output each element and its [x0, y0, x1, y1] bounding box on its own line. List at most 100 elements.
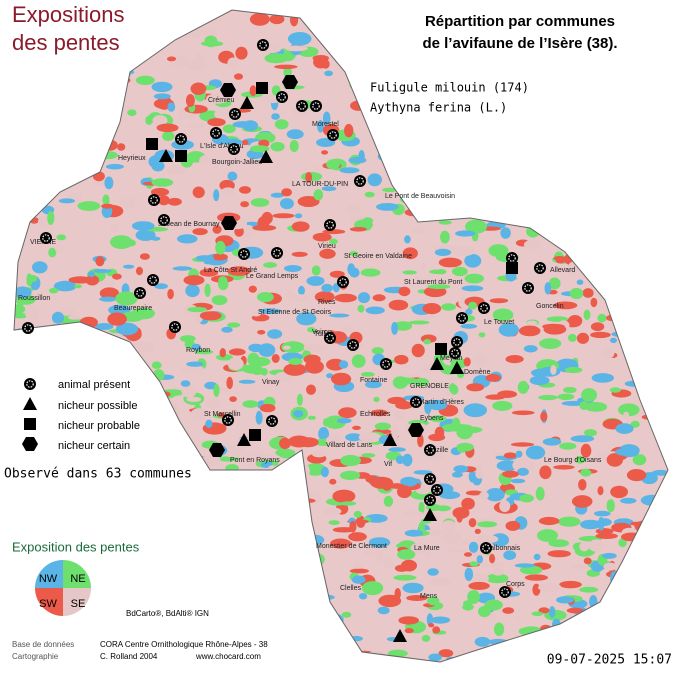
slope-patch: [60, 73, 67, 83]
slope-patch: [59, 525, 74, 531]
slope-patch: [301, 665, 317, 672]
credit: www.chocard.com: [195, 652, 261, 661]
slope-patch: [68, 110, 90, 119]
slope-patch: [614, 603, 638, 608]
slope-patch: [399, 287, 411, 297]
slope-patch: [423, 54, 446, 64]
slope-patch: [102, 493, 122, 506]
marker-present: [134, 287, 146, 299]
slope-patch: [175, 533, 198, 538]
slope-patch: [183, 27, 205, 38]
slope-patch: [664, 144, 675, 154]
slope-patch: [478, 606, 491, 617]
slope-patch: [205, 420, 212, 428]
slope-patch: [170, 435, 177, 443]
slope-patch: [362, 68, 382, 76]
slope-patch: [213, 189, 219, 201]
slope-patch: [38, 136, 55, 144]
slope-patch: [59, 174, 78, 185]
slope-patch: [225, 464, 239, 473]
slope-patch: [297, 394, 303, 406]
slope-patch: [511, 479, 526, 484]
slope-patch: [110, 224, 119, 233]
slope-patch: [511, 442, 534, 446]
slope-patch: [494, 623, 504, 637]
slope-patch: [419, 62, 434, 73]
slope-patch: [290, 140, 299, 152]
slope-patch: [519, 326, 541, 337]
slope-patch: [381, 50, 391, 59]
slope-patch: [508, 67, 522, 72]
slope-patch: [507, 105, 520, 115]
slope-patch: [190, 536, 200, 543]
marker-present: [257, 39, 269, 51]
slope-patch: [646, 219, 660, 227]
slope-patch: [340, 167, 360, 173]
slope-patch: [635, 333, 657, 338]
slope-patch: [362, 16, 385, 26]
slope-patch: [446, 139, 462, 152]
slope-patch: [264, 599, 279, 605]
slope-patch: [588, 128, 611, 133]
slope-patch: [534, 136, 558, 148]
slope-patch: [507, 192, 527, 203]
slope-patch: [643, 309, 667, 320]
slope-patch: [32, 261, 48, 273]
slope-patch: [122, 52, 136, 57]
slope-patch: [394, 411, 405, 421]
slope-patch: [591, 298, 598, 307]
slope-patch: [509, 202, 522, 207]
slope-patch: [281, 188, 292, 196]
slope-patch: [397, 663, 410, 672]
slope-patch: [598, 150, 606, 163]
slope-patch: [372, 347, 384, 354]
slope-patch: [0, 143, 16, 155]
slope-patch: [292, 252, 308, 257]
slope-patch: [112, 364, 120, 377]
marker-present: [522, 282, 534, 294]
slope-patch: [24, 113, 37, 123]
slope-patch: [157, 485, 179, 493]
slope-patch: [177, 234, 198, 243]
slope-patch: [424, 210, 438, 219]
slope-patch: [539, 466, 551, 480]
slope-patch: [407, 0, 418, 10]
slope-patch: [59, 335, 74, 342]
slope-patch: [88, 271, 95, 277]
place-label: Pont en Royans: [230, 457, 280, 464]
slope-patch: [192, 228, 207, 235]
slope-patch: [412, 168, 429, 176]
slope-patch: [286, 8, 309, 15]
slope-patch: [287, 129, 304, 139]
slope-patch: [171, 589, 179, 599]
slope-patch: [438, 661, 448, 672]
slope-patch: [167, 102, 175, 111]
slope-patch: [324, 0, 332, 4]
legend: animal présent nicheur possible nicheur …: [58, 379, 140, 452]
slope-patch: [641, 13, 658, 21]
slope-patch: [251, 198, 270, 207]
slope-patch: [135, 555, 142, 568]
slope-patch: [467, 590, 480, 604]
slope-patch: [263, 581, 274, 585]
slope-patch: [263, 262, 277, 268]
marker-probable: [249, 429, 261, 441]
slope-patch: [579, 542, 589, 552]
slope-patch: [0, 614, 11, 620]
slope-patch: [361, 269, 381, 277]
slope-patch: [271, 541, 284, 547]
slope-patch: [226, 479, 239, 483]
slope-patch: [0, 404, 18, 410]
slope-patch: [435, 150, 444, 164]
slope-patch: [402, 374, 420, 378]
slope-patch: [145, 116, 152, 125]
slope-patch: [627, 469, 646, 481]
slope-patch: [555, 236, 563, 242]
slope-patch: [279, 10, 292, 14]
slope-patch: [264, 557, 283, 568]
slope-patch: [447, 149, 471, 158]
slope-patch: [227, 58, 238, 69]
place-label: GRENOBLE: [410, 383, 449, 390]
slope-patch: [382, 45, 405, 52]
